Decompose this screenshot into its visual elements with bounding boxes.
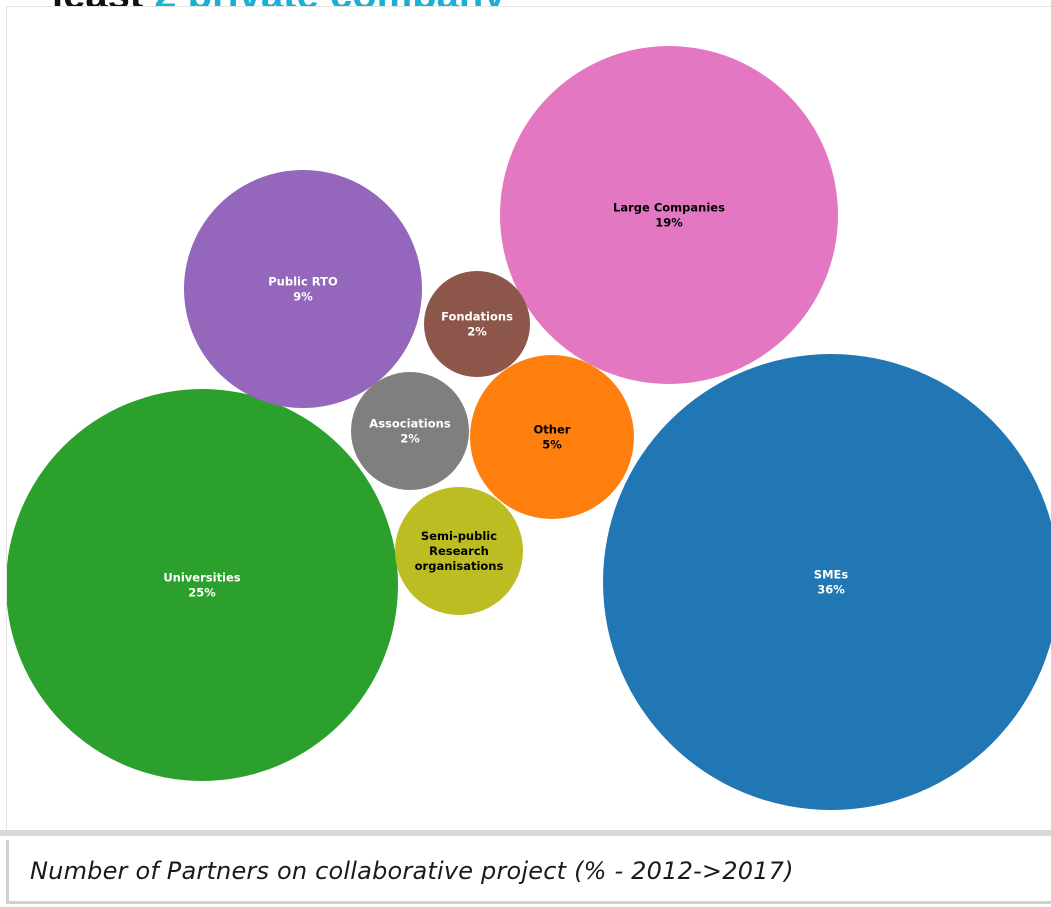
- bubble-public-rto: Public RTO 9%: [184, 170, 422, 408]
- bubble-associations: Associations 2%: [351, 372, 469, 490]
- bubble-label-line: Fondations: [441, 310, 513, 324]
- bubble-label-line: Large Companies: [613, 201, 725, 215]
- caption-divider: [0, 830, 1051, 836]
- bubble-label-public-rto: Public RTO 9%: [268, 275, 338, 304]
- caption-box: [6, 840, 1051, 904]
- bubble-label-line: Associations: [369, 417, 451, 431]
- bubble-chart: SMEs 36% Universities 25% Large Companies 19%…: [6, 6, 1051, 829]
- bubble-label-line: organisations: [415, 559, 504, 573]
- bubble-fondations: Fondations 2%: [424, 271, 530, 377]
- bubble-label-associations: Associations 2%: [369, 417, 451, 446]
- bubble-circle-fondations: [424, 271, 530, 377]
- bubble-label-line: 19%: [655, 216, 683, 230]
- chart-caption: Number of Partners on collaborative proj…: [30, 857, 794, 885]
- bubble-label-line: Other: [534, 423, 571, 437]
- bubble-label-line: 5%: [542, 438, 562, 452]
- bubble-label-line: 2%: [467, 325, 487, 339]
- bubble-semi-public-research-organisations: Semi-public Research organisations: [395, 487, 523, 615]
- bubble-label-universities: Universities 25%: [163, 571, 240, 600]
- bubble-other: Other 5%: [470, 355, 634, 519]
- bubble-label-line: Research: [429, 544, 489, 558]
- bubble-label-fondations: Fondations 2%: [441, 310, 513, 339]
- bubble-circle-smes: [603, 354, 1051, 810]
- bubble-chart-svg: SMEs 36% Universities 25% Large Companies 19%…: [7, 46, 1051, 810]
- bubble-circle-associations: [351, 372, 469, 490]
- bubble-large-companies: Large Companies 19%: [500, 46, 838, 384]
- bubble-label-semi-public-research-organisations: Semi-public Research organisations: [415, 529, 504, 573]
- bubble-label-line: Public RTO: [268, 275, 338, 289]
- bubble-circle-semi-public-research-organisations: [395, 487, 523, 615]
- bubble-universities: Universities 25%: [7, 389, 398, 781]
- bubble-circle-universities: [7, 389, 398, 781]
- bubble-label-large-companies: Large Companies 19%: [613, 201, 725, 230]
- bubble-circle-large-companies: [500, 46, 838, 384]
- bubble-label-line: 25%: [188, 586, 216, 600]
- bubble-circle-other: [470, 355, 634, 519]
- bubble-label-smes: SMEs 36%: [814, 568, 849, 597]
- bubble-label-line: 36%: [817, 583, 845, 597]
- bubble-label-line: SMEs: [814, 568, 849, 582]
- bubble-label-line: 9%: [293, 290, 313, 304]
- bubble-smes: SMEs 36%: [603, 354, 1051, 810]
- bubble-label-line: 2%: [400, 432, 420, 446]
- bubble-label-line: Universities: [163, 571, 240, 585]
- bubble-circle-public-rto: [184, 170, 422, 408]
- bubble-label-line: Semi-public: [421, 529, 497, 543]
- bubble-label-other: Other 5%: [534, 423, 571, 452]
